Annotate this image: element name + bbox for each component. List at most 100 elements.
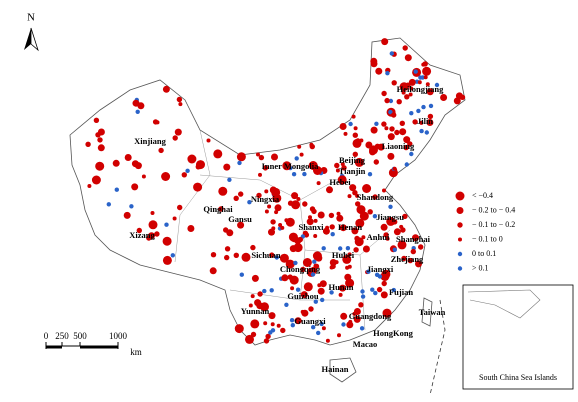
- point: [321, 326, 326, 331]
- point: [256, 302, 264, 310]
- point: [164, 174, 170, 181]
- point: [420, 75, 425, 80]
- point: [237, 160, 242, 166]
- point: [399, 82, 409, 92]
- point: [373, 290, 378, 296]
- point: [329, 290, 334, 295]
- province-label: Guangdong: [349, 311, 392, 321]
- point: [132, 99, 140, 107]
- point: [256, 192, 262, 199]
- province-label: Shanghai: [396, 234, 431, 244]
- point: [388, 204, 393, 209]
- point: [397, 240, 407, 250]
- legend-label: − 0.1 to 0: [472, 234, 503, 243]
- point: [355, 218, 365, 228]
- province-label: Heilongjiang: [397, 84, 445, 94]
- point: [349, 184, 357, 192]
- point: [356, 138, 360, 143]
- point: [297, 144, 302, 149]
- point: [345, 278, 355, 288]
- province-label: Hunan: [328, 282, 353, 292]
- province-label: Ningxia: [251, 194, 280, 204]
- point: [293, 260, 298, 266]
- point: [455, 92, 463, 100]
- province-labels: Heilongjiang Jilin Liaoning Xinjiang Inner M…: [129, 84, 445, 374]
- province-label: Chongqing: [280, 264, 321, 274]
- point: [348, 121, 353, 127]
- province-label: Jiangxi: [367, 264, 394, 274]
- point: [340, 162, 345, 167]
- legend-label: 0 to 0.1: [472, 249, 496, 258]
- point: [320, 297, 325, 303]
- point: [112, 159, 120, 167]
- point: [382, 308, 392, 318]
- province-label: Anhui: [367, 232, 390, 242]
- point: [284, 302, 289, 307]
- point: [297, 236, 303, 243]
- point: [399, 120, 405, 127]
- point: [174, 128, 182, 136]
- point: [233, 252, 239, 258]
- point: [206, 138, 211, 143]
- point: [148, 220, 158, 230]
- point: [124, 154, 132, 161]
- point: [85, 141, 91, 147]
- point: [419, 120, 424, 125]
- point: [366, 269, 371, 274]
- province-label: Guizhou: [287, 291, 318, 301]
- point: [308, 215, 312, 220]
- point: [383, 232, 389, 238]
- point: [354, 237, 364, 247]
- province-label: Henan: [338, 222, 362, 232]
- point: [274, 204, 282, 212]
- point: [296, 197, 301, 201]
- point: [329, 265, 334, 270]
- point: [196, 160, 205, 170]
- point: [268, 228, 275, 236]
- legend-label: < −0.4: [472, 191, 493, 200]
- province-label: Shandong: [357, 192, 394, 202]
- point: [403, 136, 411, 144]
- point: [287, 200, 294, 206]
- point: [362, 184, 372, 193]
- point: [434, 82, 440, 88]
- point: [237, 221, 245, 229]
- point: [351, 227, 359, 235]
- point: [341, 165, 347, 171]
- point: [408, 92, 413, 97]
- point: [352, 151, 358, 157]
- point: [391, 287, 396, 293]
- point: [401, 90, 406, 95]
- point: [152, 119, 159, 125]
- point: [381, 280, 387, 287]
- point: [330, 232, 335, 237]
- point: [427, 113, 434, 120]
- scale-fill: [80, 346, 118, 349]
- point: [187, 154, 197, 164]
- legend-label: − 0.1 to − 0.2: [472, 220, 515, 229]
- point: [281, 276, 286, 281]
- point: [248, 303, 253, 308]
- point: [295, 287, 301, 292]
- legend-symbol: [458, 237, 462, 242]
- points: [85, 38, 538, 344]
- inset-label: South China Sea Islands: [479, 373, 557, 382]
- point: [389, 126, 395, 132]
- point: [423, 75, 428, 80]
- province-label: Zhejiang: [391, 254, 424, 264]
- point: [422, 66, 432, 76]
- point: [338, 246, 343, 251]
- point: [241, 252, 251, 262]
- province-label: Xinjiang: [134, 136, 166, 146]
- point: [187, 225, 195, 232]
- point: [154, 231, 160, 237]
- point: [345, 246, 351, 251]
- point: [312, 251, 322, 261]
- province-label: Guangxi: [294, 316, 326, 326]
- point: [264, 189, 269, 194]
- point: [224, 246, 231, 252]
- point: [274, 255, 279, 260]
- point: [282, 161, 292, 171]
- point: [238, 191, 244, 197]
